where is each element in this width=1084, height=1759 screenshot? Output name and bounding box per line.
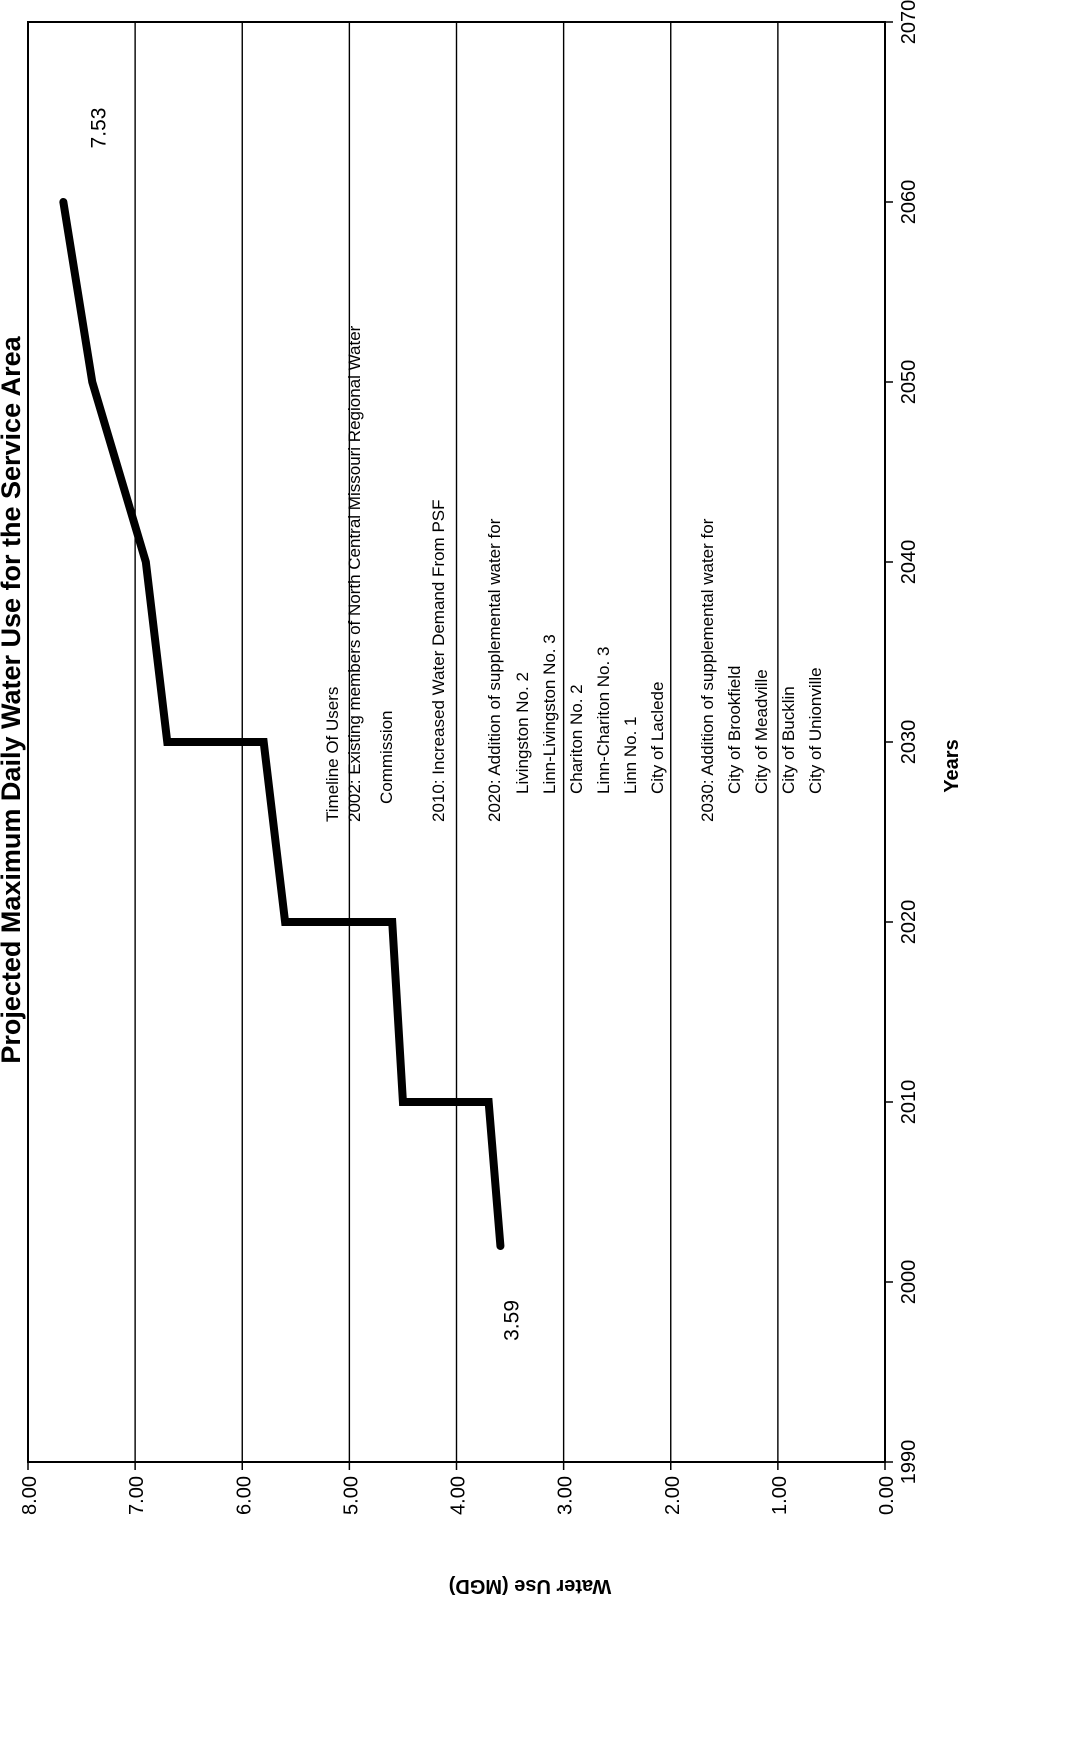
- data-label: 3.59: [500, 1300, 523, 1341]
- data-point: [499, 1245, 502, 1247]
- annotation-line: Livingston No. 2: [513, 672, 532, 794]
- y-tick-label: 6.00: [233, 1476, 255, 1515]
- y-tick-label: 2.00: [662, 1476, 684, 1515]
- annotation-line: 2030: Addition of supplemental water for: [698, 518, 717, 822]
- x-tick-label: 1990: [898, 1440, 920, 1485]
- annotation-line: Commission: [377, 710, 396, 804]
- annotation-line: City of Brookfield: [725, 666, 744, 795]
- data-point: [91, 381, 94, 383]
- data-point: [401, 1101, 404, 1103]
- annotation-line: City of Laclede: [648, 682, 667, 794]
- annotation-line: Linn-Livingston No. 3: [540, 634, 559, 794]
- x-tick-label: 2020: [898, 900, 920, 945]
- annotation-line: City of Unionville: [806, 667, 825, 794]
- data-point: [144, 561, 147, 563]
- y-tick-label: 0.00: [876, 1476, 898, 1515]
- annotation-line: 2010: Increased Water Demand From PSF: [429, 499, 448, 822]
- annotation-line: 2020: Addition of supplemental water for: [485, 518, 504, 822]
- x-tick-label: 2010: [898, 1080, 920, 1125]
- y-tick-label: 1.00: [769, 1476, 791, 1515]
- y-axis-label: Water Use (MGD): [449, 1575, 612, 1597]
- x-tick-label: 2030: [898, 720, 920, 765]
- x-tick-label: 2050: [898, 360, 920, 405]
- annotation-line: Chariton No. 2: [567, 684, 586, 794]
- data-label: 7.53: [87, 108, 110, 149]
- x-axis-label: Years: [941, 739, 963, 792]
- x-tick-label: 2060: [898, 180, 920, 225]
- series-line: [59, 198, 505, 1250]
- y-tick-label: 3.00: [555, 1476, 577, 1515]
- x-tick-label: 2070: [898, 0, 920, 44]
- x-tick-label: 2000: [898, 1260, 920, 1305]
- x-tick-label: 2040: [898, 540, 920, 585]
- y-tick-label: 7.00: [126, 1476, 148, 1515]
- annotation-line: Linn No. 1: [621, 717, 640, 795]
- annotation-line: Timeline Of Users: [323, 687, 342, 822]
- y-tick-label: 5.00: [340, 1476, 362, 1515]
- annotation-line: City of Meadville: [752, 669, 771, 794]
- data-point: [262, 741, 265, 743]
- data-point: [487, 1101, 490, 1103]
- annotation-line: City of Bucklin: [779, 686, 798, 794]
- data-point: [166, 741, 169, 743]
- data-point: [284, 921, 287, 923]
- data-point: [62, 201, 65, 203]
- y-tick-label: 4.00: [448, 1476, 470, 1515]
- y-tick-label: 8.00: [19, 1476, 41, 1515]
- chart-title: Projected Maximum Daily Water Use for th…: [0, 335, 26, 1063]
- annotation-line: Linn-Chariton No. 3: [594, 647, 613, 794]
- data-point: [391, 921, 394, 923]
- annotation-line: 2002: Existing members of North Central …: [345, 325, 364, 822]
